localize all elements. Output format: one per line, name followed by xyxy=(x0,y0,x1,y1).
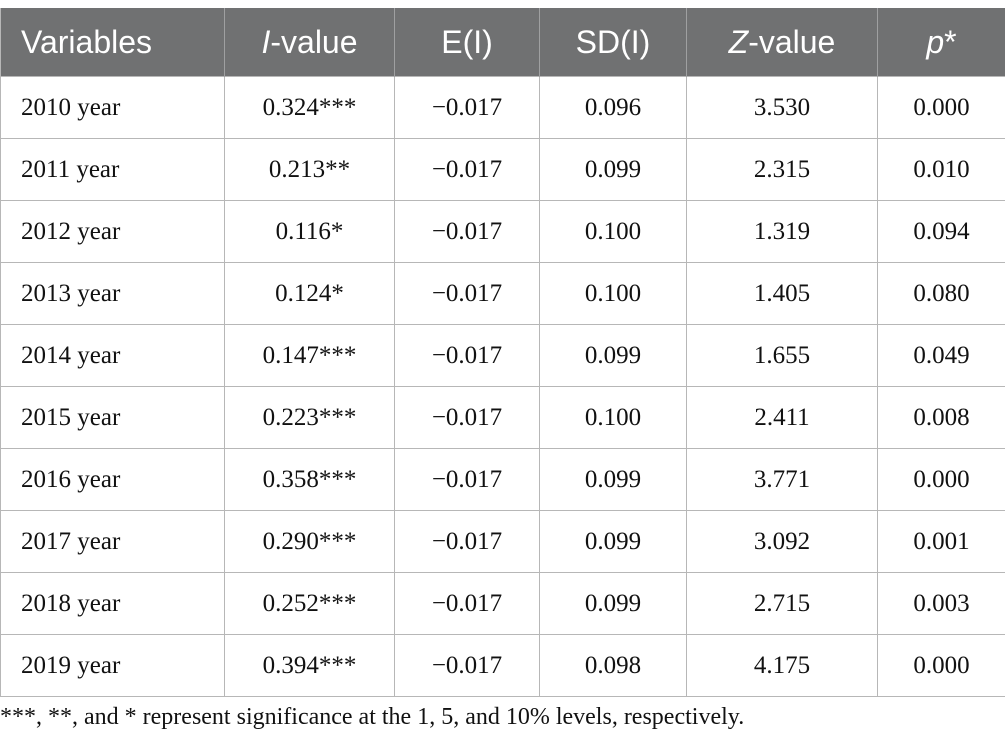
sd-i-cell: 0.099 xyxy=(539,448,687,511)
i-value-cell: 0.116* xyxy=(224,200,395,263)
sd-i-cell: 0.100 xyxy=(539,200,687,263)
p-cell: 0.000 xyxy=(877,634,1005,697)
expected-i-cell: −0.017 xyxy=(394,262,540,325)
p-cell: 0.000 xyxy=(877,448,1005,511)
sd-i-cell: 0.096 xyxy=(539,76,687,139)
z-value-cell: 3.771 xyxy=(686,448,878,511)
table-row: 2013 year 0.124* −0.017 0.100 1.405 0.080 xyxy=(0,262,1005,325)
i-value-cell: 0.394*** xyxy=(224,634,395,697)
i-value-cell: 0.252*** xyxy=(224,572,395,635)
header-sd-i: SD(I) xyxy=(539,8,687,77)
table-row: 2012 year 0.116* −0.017 0.100 1.319 0.094 xyxy=(0,200,1005,263)
sd-i-cell: 0.099 xyxy=(539,324,687,387)
p-cell: 0.001 xyxy=(877,510,1005,573)
z-value-cell: 1.655 xyxy=(686,324,878,387)
variable-cell: 2014 year xyxy=(0,324,225,387)
expected-i-cell: −0.017 xyxy=(394,324,540,387)
z-value-cell: 4.175 xyxy=(686,634,878,697)
z-value-cell: 1.405 xyxy=(686,262,878,325)
i-value-cell: 0.358*** xyxy=(224,448,395,511)
sd-i-cell: 0.099 xyxy=(539,138,687,201)
expected-i-cell: −0.017 xyxy=(394,572,540,635)
results-table-container: Variables I-value E(I) SD(I) Z-value p* … xyxy=(0,8,1005,697)
header-p: p* xyxy=(877,8,1005,77)
expected-i-cell: −0.017 xyxy=(394,76,540,139)
table-row: 2014 year 0.147*** −0.017 0.099 1.655 0.049 xyxy=(0,324,1005,387)
table-body: 2010 year 0.324*** −0.017 0.096 3.530 0.000 20… xyxy=(0,76,1005,697)
sd-i-cell: 0.098 xyxy=(539,634,687,697)
variable-cell: 2017 year xyxy=(0,510,225,573)
variable-cell: 2019 year xyxy=(0,634,225,697)
sd-i-cell: 0.099 xyxy=(539,510,687,573)
z-value-cell: 2.411 xyxy=(686,386,878,449)
sd-i-cell: 0.099 xyxy=(539,572,687,635)
table-header-row: Variables I-value E(I) SD(I) Z-value p* xyxy=(0,8,1005,77)
table-row: 2016 year 0.358*** −0.017 0.099 3.771 0.000 xyxy=(0,448,1005,511)
table-row: 2017 year 0.290*** −0.017 0.099 3.092 0.001 xyxy=(0,510,1005,573)
table-row: 2018 year 0.252*** −0.017 0.099 2.715 0.003 xyxy=(0,572,1005,635)
z-value-cell: 3.530 xyxy=(686,76,878,139)
p-cell: 0.049 xyxy=(877,324,1005,387)
header-expected-i: E(I) xyxy=(394,8,540,77)
variable-cell: 2015 year xyxy=(0,386,225,449)
table-row: 2015 year 0.223*** −0.017 0.100 2.411 0.008 xyxy=(0,386,1005,449)
table-row: 2010 year 0.324*** −0.017 0.096 3.530 0.000 xyxy=(0,76,1005,139)
results-table: Variables I-value E(I) SD(I) Z-value p* … xyxy=(0,8,1005,697)
z-value-cell: 2.315 xyxy=(686,138,878,201)
variable-cell: 2010 year xyxy=(0,76,225,139)
p-cell: 0.080 xyxy=(877,262,1005,325)
expected-i-cell: −0.017 xyxy=(394,138,540,201)
table-row: 2011 year 0.213** −0.017 0.099 2.315 0.010 xyxy=(0,138,1005,201)
expected-i-cell: −0.017 xyxy=(394,448,540,511)
i-value-cell: 0.223*** xyxy=(224,386,395,449)
p-cell: 0.008 xyxy=(877,386,1005,449)
expected-i-cell: −0.017 xyxy=(394,634,540,697)
p-cell: 0.094 xyxy=(877,200,1005,263)
variable-cell: 2011 year xyxy=(0,138,225,201)
i-value-cell: 0.147*** xyxy=(224,324,395,387)
i-value-cell: 0.290*** xyxy=(224,510,395,573)
variable-cell: 2012 year xyxy=(0,200,225,263)
p-cell: 0.000 xyxy=(877,76,1005,139)
p-cell: 0.003 xyxy=(877,572,1005,635)
z-value-cell: 2.715 xyxy=(686,572,878,635)
expected-i-cell: −0.017 xyxy=(394,386,540,449)
p-cell: 0.010 xyxy=(877,138,1005,201)
table-row: 2019 year 0.394*** −0.017 0.098 4.175 0.000 xyxy=(0,634,1005,697)
sd-i-cell: 0.100 xyxy=(539,262,687,325)
variable-cell: 2016 year xyxy=(0,448,225,511)
expected-i-cell: −0.017 xyxy=(394,200,540,263)
i-value-cell: 0.124* xyxy=(224,262,395,325)
z-value-cell: 3.092 xyxy=(686,510,878,573)
table-footnote: ***, **, and * represent significance at… xyxy=(0,704,745,730)
sd-i-cell: 0.100 xyxy=(539,386,687,449)
variable-cell: 2018 year xyxy=(0,572,225,635)
header-i-value: I-value xyxy=(224,8,395,77)
i-value-cell: 0.324*** xyxy=(224,76,395,139)
variable-cell: 2013 year xyxy=(0,262,225,325)
header-variables: Variables xyxy=(0,8,225,77)
i-value-cell: 0.213** xyxy=(224,138,395,201)
z-value-cell: 1.319 xyxy=(686,200,878,263)
expected-i-cell: −0.017 xyxy=(394,510,540,573)
header-z-value: Z-value xyxy=(686,8,878,77)
